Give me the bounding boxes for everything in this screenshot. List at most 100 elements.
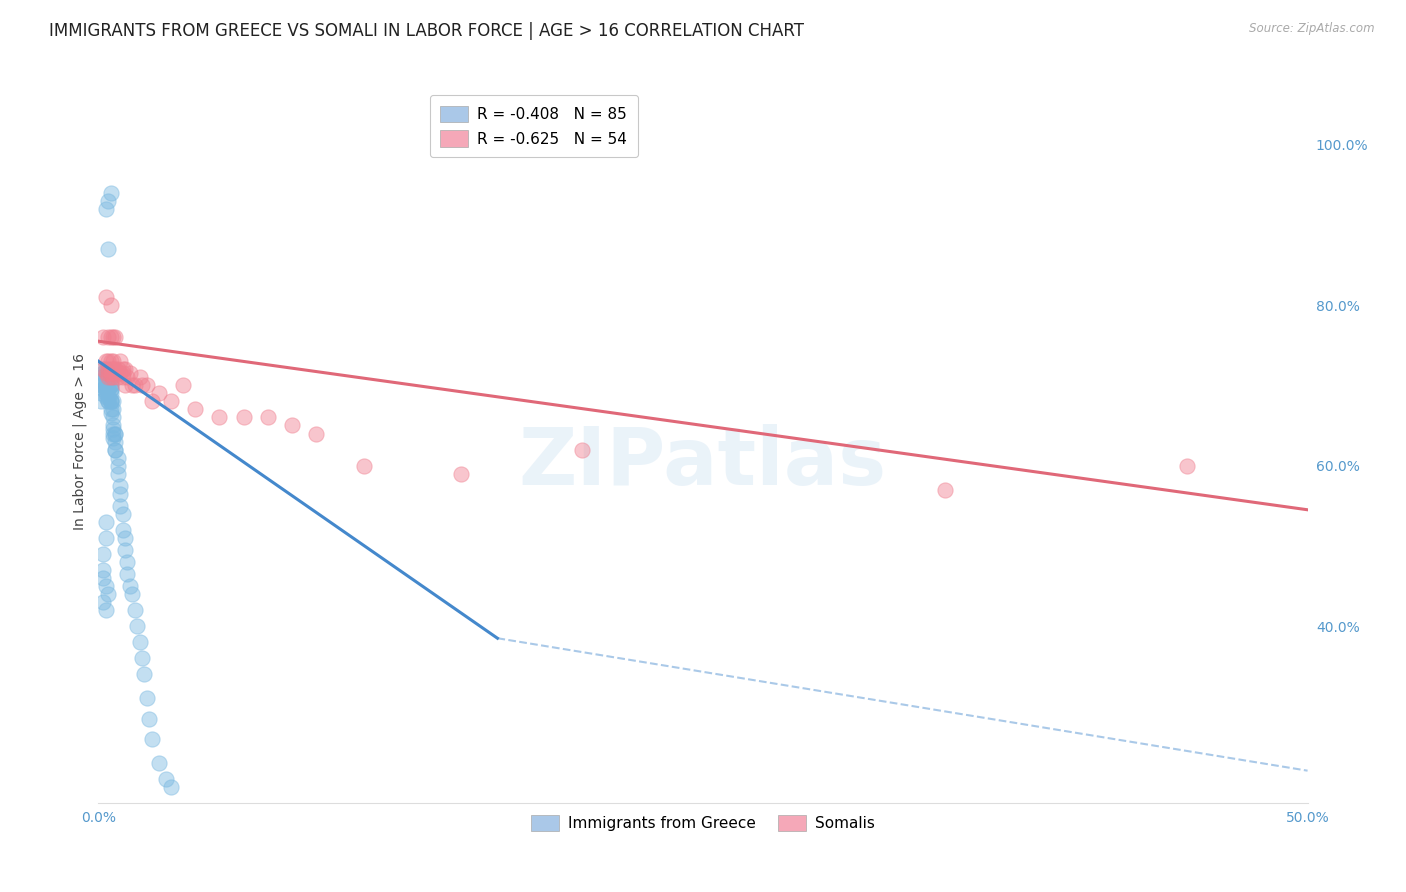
Point [124, 378, 146, 392]
Point [94, 579, 117, 593]
Point [160, 780, 183, 794]
Point [118, 366, 141, 380]
Text: IMMIGRANTS FROM GREECE VS SOMALI IN LABOR FORCE | AGE > 16 CORRELATION CHART: IMMIGRANTS FROM GREECE VS SOMALI IN LABO… [49, 22, 804, 40]
Point [91, 375, 114, 389]
Point [104, 442, 127, 457]
Point [100, 370, 122, 384]
Point [107, 370, 129, 384]
Point [97, 242, 120, 256]
Point [91, 362, 114, 376]
Point [108, 487, 131, 501]
Point [100, 407, 122, 421]
Point [97, 394, 120, 409]
Point [101, 394, 124, 409]
Point [97, 383, 120, 397]
Point [94, 354, 117, 368]
Point [97, 366, 120, 380]
Point [101, 354, 124, 368]
Point [94, 366, 117, 380]
Point [97, 394, 120, 409]
Point [131, 651, 153, 665]
Point [934, 483, 956, 497]
Point [100, 402, 122, 417]
Point [121, 587, 143, 601]
Point [141, 731, 163, 746]
Point [91, 571, 114, 585]
Point [114, 542, 136, 557]
Point [94, 603, 117, 617]
Point [118, 579, 141, 593]
Point [90, 370, 112, 384]
Point [104, 362, 127, 376]
Point [97, 354, 120, 368]
Point [91, 547, 114, 561]
Point [100, 383, 122, 397]
Point [104, 330, 127, 344]
Point [111, 366, 134, 380]
Point [107, 458, 129, 473]
Point [571, 442, 593, 457]
Point [104, 434, 127, 449]
Point [94, 383, 117, 397]
Point [117, 370, 139, 384]
Point [100, 386, 122, 401]
Point [127, 619, 149, 633]
Point [111, 362, 134, 376]
Point [138, 712, 160, 726]
Point [94, 378, 117, 392]
Point [100, 370, 122, 384]
Point [94, 362, 117, 376]
Point [94, 370, 117, 384]
Point [101, 431, 124, 445]
Point [305, 426, 328, 441]
Point [100, 186, 122, 200]
Point [101, 426, 124, 441]
Point [256, 410, 278, 425]
Point [128, 635, 150, 649]
Point [97, 378, 120, 392]
Point [135, 691, 157, 706]
Point [111, 523, 134, 537]
Point [91, 595, 114, 609]
Point [107, 450, 129, 465]
Point [100, 362, 122, 376]
Point [101, 330, 124, 344]
Point [97, 194, 120, 208]
Point [117, 555, 139, 569]
Point [97, 362, 120, 376]
Point [97, 383, 120, 397]
Point [94, 290, 117, 304]
Point [148, 386, 170, 401]
Point [91, 330, 114, 344]
Point [141, 394, 163, 409]
Point [104, 366, 127, 380]
Point [111, 507, 134, 521]
Point [450, 467, 472, 481]
Point [108, 499, 131, 513]
Point [97, 370, 120, 384]
Point [114, 378, 136, 392]
Point [208, 410, 231, 425]
Point [100, 366, 122, 380]
Legend: Immigrants from Greece, Somalis: Immigrants from Greece, Somalis [520, 804, 886, 842]
Point [100, 394, 122, 409]
Point [155, 772, 177, 786]
Point [94, 386, 117, 401]
Point [135, 378, 157, 392]
Point [91, 383, 114, 397]
Point [101, 362, 124, 376]
Point [172, 378, 194, 392]
Point [353, 458, 375, 473]
Point [104, 442, 127, 457]
Point [101, 423, 124, 437]
Point [100, 383, 122, 397]
Point [104, 426, 127, 441]
Point [94, 391, 117, 405]
Point [121, 378, 143, 392]
Point [131, 378, 153, 392]
Point [90, 394, 112, 409]
Point [108, 354, 131, 368]
Point [101, 418, 124, 433]
Point [97, 370, 120, 384]
Point [100, 394, 122, 409]
